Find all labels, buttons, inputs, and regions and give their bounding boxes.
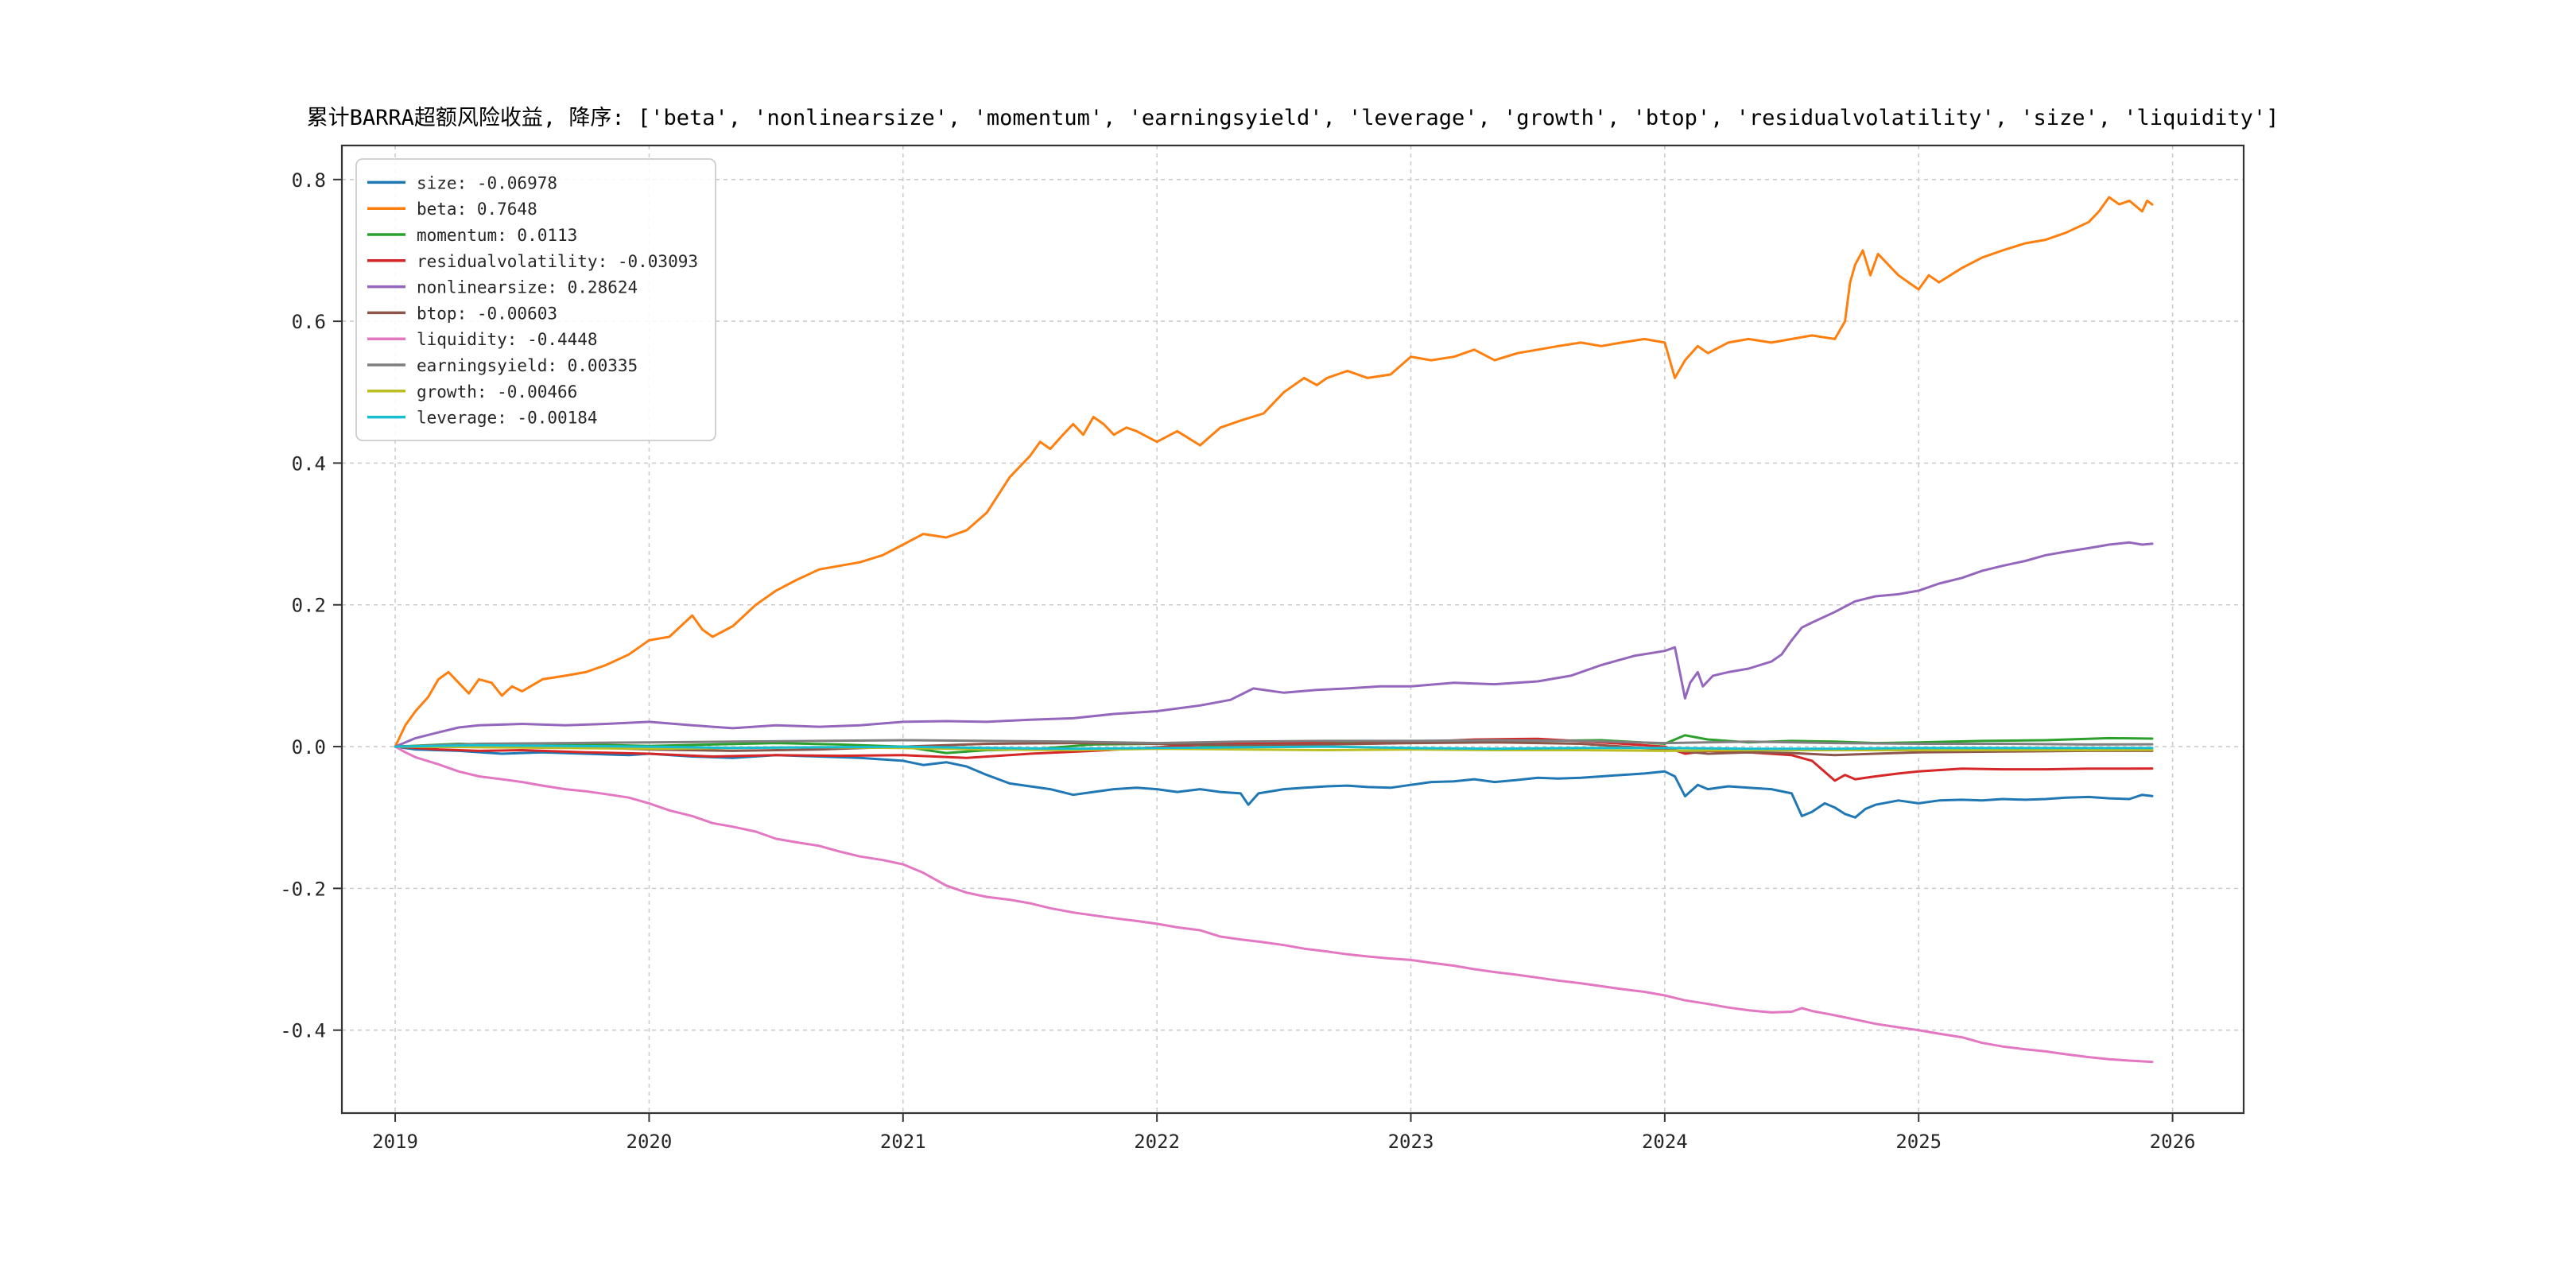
- legend-label-residualvolatility: residualvolatility: -0.03093: [417, 252, 698, 271]
- legend-label-momentum: momentum: 0.0113: [417, 226, 577, 245]
- legend-label-nonlinearsize: nonlinearsize: 0.28624: [417, 278, 638, 297]
- legend-label-growth: growth: -0.00466: [417, 382, 577, 402]
- legend-box: [355, 158, 716, 441]
- x-tick-label: 2020: [627, 1131, 673, 1153]
- legend-label-earningsyield: earningsyield: 0.00335: [417, 356, 638, 375]
- x-tick-label: 2022: [1134, 1131, 1180, 1153]
- x-tick-label: 2021: [880, 1131, 926, 1153]
- legend-label-leverage: leverage: -0.00184: [417, 409, 598, 428]
- y-tick-label: 0.4: [292, 452, 326, 475]
- x-tick-label: 2023: [1388, 1131, 1434, 1153]
- y-tick-label: 0.8: [292, 169, 326, 192]
- chart-title: 累计BARRA超额风险收益, 降序: ['beta', 'nonlinearsi…: [306, 106, 2279, 130]
- x-tick-label: 2026: [2150, 1131, 2196, 1153]
- x-tick-label: 2024: [1642, 1131, 1688, 1153]
- x-tick-label: 2025: [1895, 1131, 1942, 1153]
- series-line-residualvolatility: [394, 737, 2154, 782]
- legend-label-size: size: -0.06978: [417, 173, 557, 192]
- legend-label-beta: beta: 0.7648: [417, 200, 537, 219]
- y-tick-label: 0.0: [292, 736, 326, 758]
- series-line-btop: [394, 741, 2154, 757]
- y-tick-label: 0.2: [292, 595, 326, 617]
- series-line-nonlinearsize: [394, 541, 2154, 748]
- series-line-earningsyield: [394, 739, 2154, 748]
- series-line-leverage: [394, 743, 2154, 751]
- series-line-beta: [394, 196, 2154, 748]
- series-line-liquidity: [394, 745, 2154, 1064]
- legend-label-btop: btop: -0.00603: [417, 304, 557, 323]
- legend-label-liquidity: liquidity: -0.4448: [417, 330, 598, 349]
- x-tick-label: 2019: [372, 1131, 418, 1153]
- y-tick-label: -0.2: [280, 878, 326, 900]
- series-line-size: [394, 745, 2154, 819]
- y-tick-label: -0.4: [280, 1020, 326, 1042]
- axes-frame: [340, 144, 2245, 1115]
- y-tick-label: 0.6: [292, 311, 326, 333]
